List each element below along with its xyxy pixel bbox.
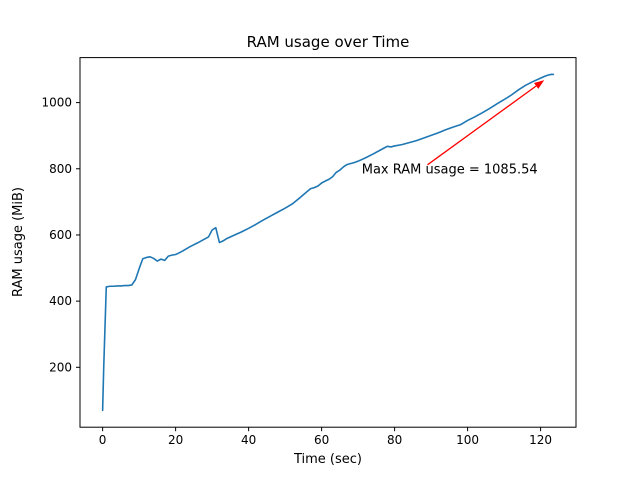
ram-usage-line <box>101 73 555 412</box>
y-axis-label: RAM usage (MiB) <box>11 187 26 297</box>
x-axis-label: Time (sec) <box>293 452 362 467</box>
y-tick-label: 800 <box>49 162 72 176</box>
annotation-arrow-head <box>534 80 545 89</box>
x-tick-label: 120 <box>529 433 552 447</box>
max-ram-annotation-text: Max RAM usage = 1085.54 <box>362 163 538 178</box>
x-tick-label: 0 <box>99 433 107 447</box>
x-tick-label: 20 <box>168 433 183 447</box>
y-tick-label: 400 <box>49 294 72 308</box>
x-tick-label: 40 <box>241 433 256 447</box>
x-tick-label: 60 <box>314 433 329 447</box>
axes-frame <box>79 57 577 428</box>
y-tick-label: 600 <box>49 228 72 242</box>
x-tick-label: 100 <box>456 433 479 447</box>
plot-area: 0 20 40 60 80 100 120 200 400 600 800 1000 <box>41 57 577 447</box>
chart-title: RAM usage over Time <box>247 33 410 51</box>
annotation-arrow-shaft <box>427 85 537 166</box>
y-tick-label: 200 <box>49 360 72 374</box>
x-tick-label: 80 <box>387 433 402 447</box>
y-tick-label: 1000 <box>41 96 72 110</box>
